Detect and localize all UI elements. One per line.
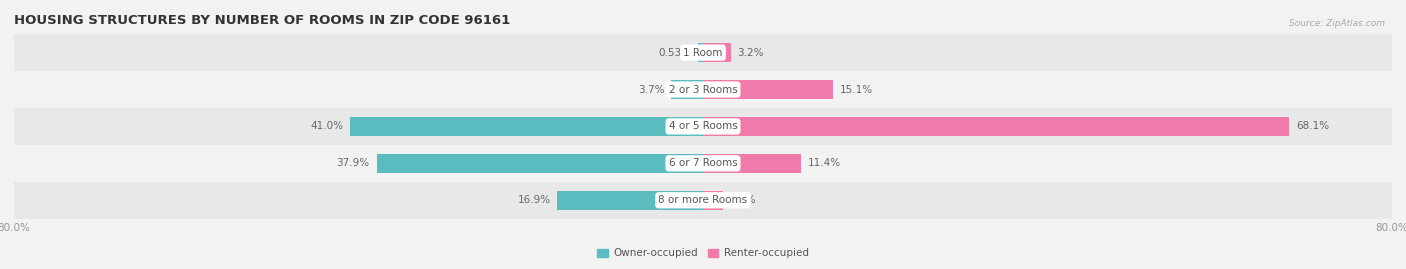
Bar [703, 117, 1289, 136]
Bar [14, 71, 1392, 108]
Text: 0.53%: 0.53% [658, 48, 692, 58]
Text: 3.7%: 3.7% [638, 84, 664, 94]
Bar [703, 80, 832, 99]
Text: 37.9%: 37.9% [336, 158, 370, 168]
Text: 11.4%: 11.4% [808, 158, 841, 168]
Text: 3.2%: 3.2% [738, 48, 763, 58]
Legend: Owner-occupied, Renter-occupied: Owner-occupied, Renter-occupied [593, 244, 813, 263]
Text: Source: ZipAtlas.com: Source: ZipAtlas.com [1289, 19, 1385, 28]
Text: 2.3%: 2.3% [730, 195, 756, 205]
Text: 2 or 3 Rooms: 2 or 3 Rooms [669, 84, 737, 94]
Text: 8 or more Rooms: 8 or more Rooms [658, 195, 748, 205]
Bar [703, 154, 801, 173]
Text: 41.0%: 41.0% [311, 121, 343, 132]
Text: 15.1%: 15.1% [839, 84, 873, 94]
Bar [14, 182, 1392, 219]
Bar [557, 191, 703, 210]
Text: 68.1%: 68.1% [1296, 121, 1330, 132]
Bar [671, 80, 703, 99]
Text: 1 Room: 1 Room [683, 48, 723, 58]
Text: 6 or 7 Rooms: 6 or 7 Rooms [669, 158, 737, 168]
Bar [14, 34, 1392, 71]
Bar [703, 43, 731, 62]
Text: 16.9%: 16.9% [517, 195, 551, 205]
Bar [14, 108, 1392, 145]
Bar [14, 145, 1392, 182]
Bar [699, 43, 703, 62]
Text: 4 or 5 Rooms: 4 or 5 Rooms [669, 121, 737, 132]
Text: HOUSING STRUCTURES BY NUMBER OF ROOMS IN ZIP CODE 96161: HOUSING STRUCTURES BY NUMBER OF ROOMS IN… [14, 14, 510, 27]
Bar [703, 191, 723, 210]
Bar [377, 154, 703, 173]
Bar [350, 117, 703, 136]
